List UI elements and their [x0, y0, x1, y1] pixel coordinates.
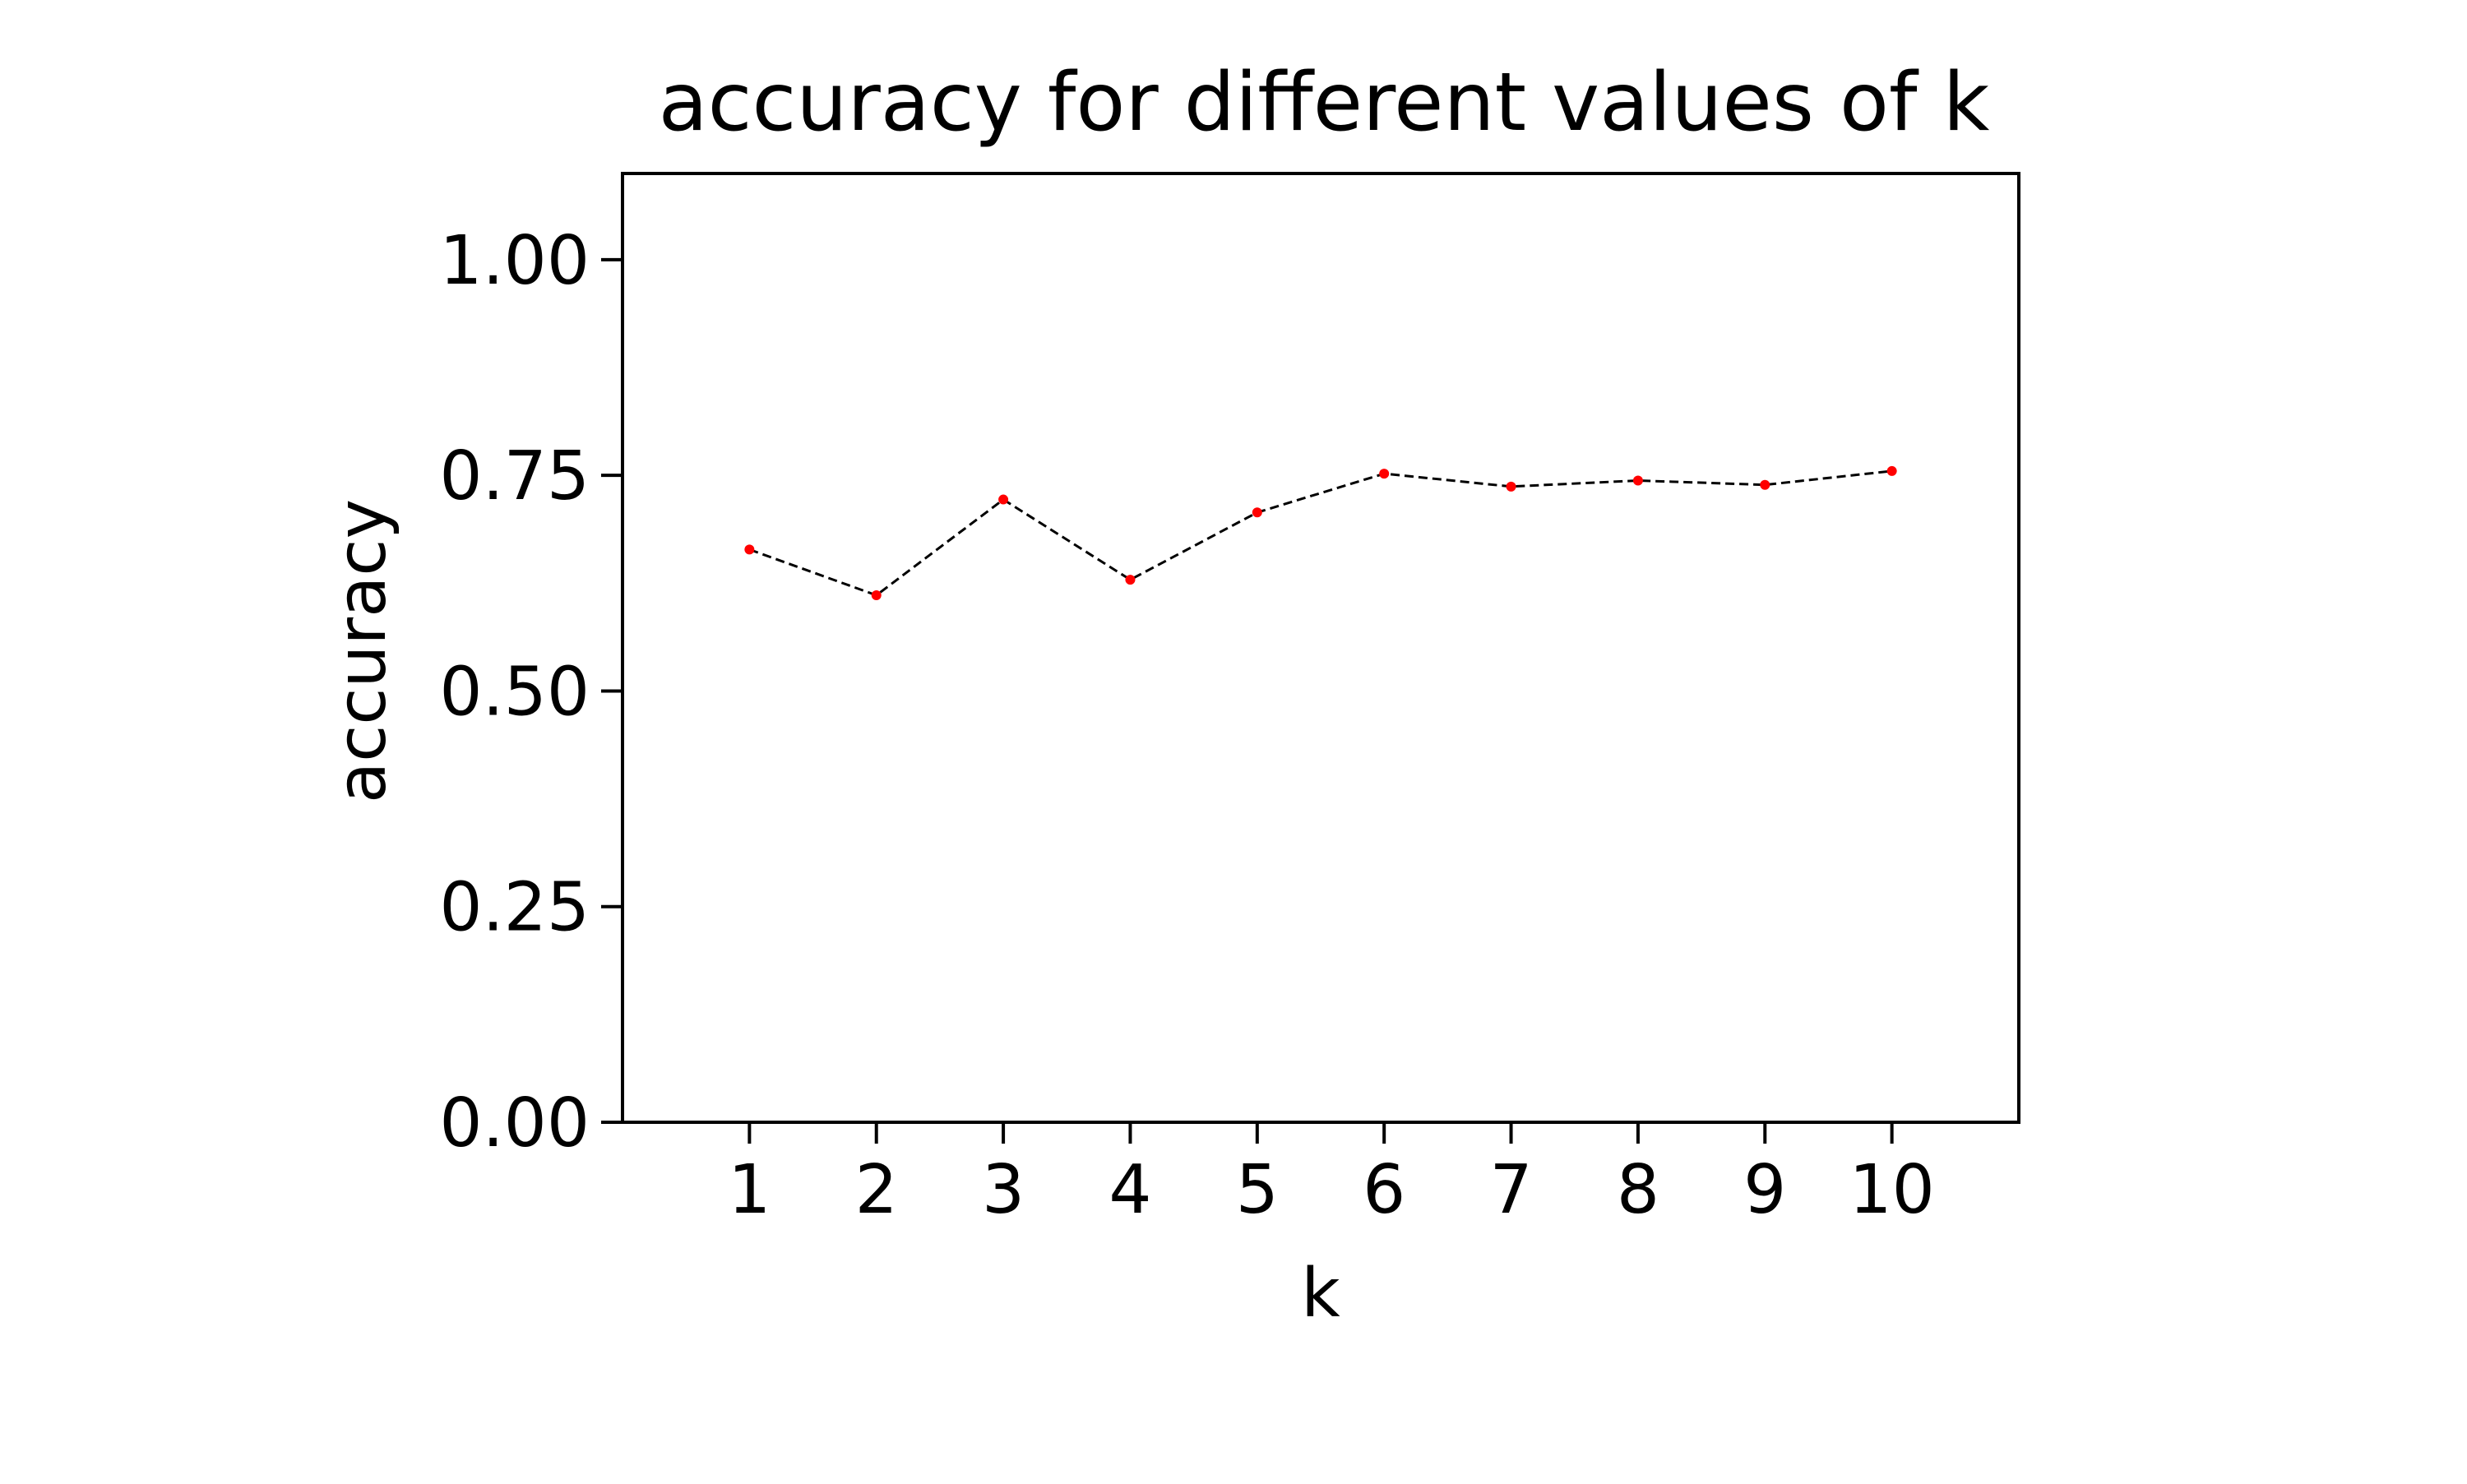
x-tick-label: 5 [1236, 1151, 1279, 1229]
y-tick-label: 1.00 [439, 222, 590, 300]
y-tick-label: 0.50 [439, 653, 590, 731]
y-axis-label: accuracy [323, 499, 401, 803]
x-tick-label: 3 [982, 1151, 1025, 1229]
x-tick-label: 8 [1617, 1151, 1659, 1229]
data-point [1632, 475, 1643, 486]
data-point [1252, 507, 1262, 518]
y-tick-label: 0.00 [439, 1084, 590, 1163]
data-point [744, 544, 755, 555]
x-tick-label: 2 [855, 1151, 898, 1229]
x-axis: 1 2 3 4 5 6 7 8 9 10 [728, 1122, 1935, 1229]
axes-frame [621, 172, 2020, 1124]
y-tick-label: 0.75 [439, 437, 590, 515]
data-point [998, 494, 1009, 505]
x-axis-label: k [1301, 1255, 1340, 1333]
chart-title: accuracy for different values of k [659, 56, 1990, 150]
data-point [1886, 465, 1897, 476]
data-point [1506, 481, 1516, 492]
data-point [871, 590, 882, 601]
x-tick-label: 6 [1363, 1151, 1405, 1229]
data-point [1125, 575, 1136, 585]
x-tick-label: 1 [728, 1151, 771, 1229]
data-point [1760, 479, 1770, 490]
x-tick-label: 9 [1743, 1151, 1786, 1229]
series-line [748, 469, 1892, 597]
y-tick-label: 0.25 [439, 869, 590, 947]
y-axis: 0.00 0.25 0.50 0.75 1.00 [439, 222, 623, 1163]
data-point [1379, 469, 1390, 479]
plot-area [744, 465, 1897, 601]
x-tick-label: 4 [1109, 1151, 1151, 1229]
x-tick-label: 10 [1849, 1151, 1934, 1229]
x-tick-label: 7 [1489, 1151, 1532, 1229]
